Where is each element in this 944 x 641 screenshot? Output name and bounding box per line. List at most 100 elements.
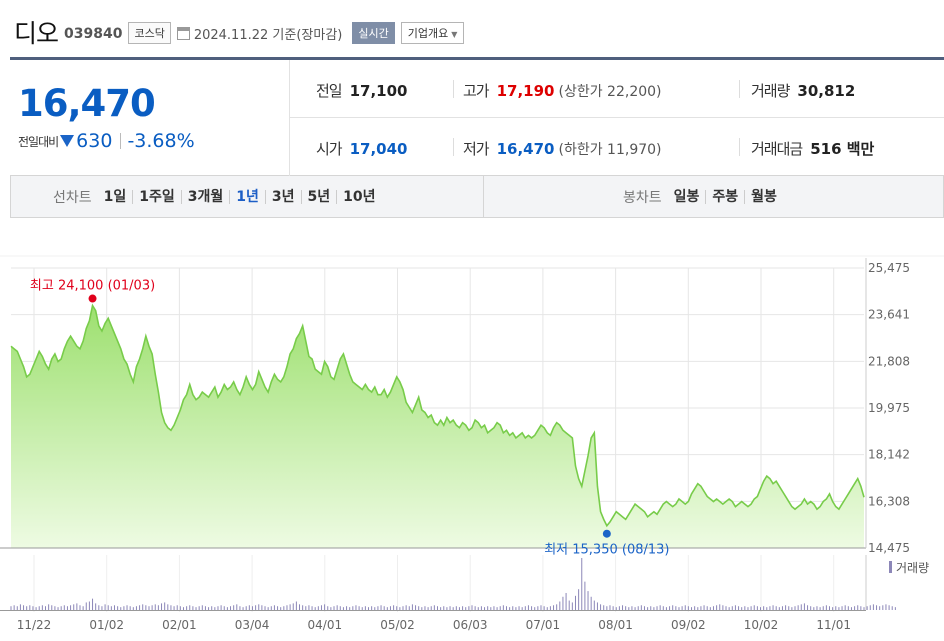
volume-bar — [725, 606, 727, 610]
volume-bar — [788, 606, 790, 610]
volume-bar — [722, 605, 724, 610]
volume-bar — [292, 603, 294, 610]
volume-bar — [866, 606, 868, 610]
period-1y[interactable]: 1년 — [230, 189, 266, 204]
quote-summary: 16,470 전일대비 630 -3.68% 전일 17,100 고가 17,1… — [10, 60, 944, 176]
volume-bar — [505, 606, 507, 610]
volume-bar — [650, 606, 652, 610]
volume-bar — [164, 602, 166, 610]
volume-bar — [593, 600, 595, 610]
volume-bar — [396, 606, 398, 610]
x-tick-label: 10/02 — [744, 618, 779, 632]
volume-bar — [587, 591, 589, 610]
volume-bar — [424, 606, 426, 610]
volume-bar — [772, 605, 774, 610]
price-line — [10, 303, 865, 528]
change-value: 630 — [76, 130, 113, 152]
min-annotation: 최저 15,350 (08/13) — [544, 543, 669, 558]
volume-bar — [452, 607, 454, 610]
calendar-icon — [176, 27, 190, 40]
volume-bar — [509, 607, 511, 610]
volume-bar — [750, 606, 752, 610]
x-tick-label: 08/01 — [598, 618, 633, 632]
volume-bar — [474, 606, 476, 610]
volume-bar — [368, 607, 370, 610]
volume-bar — [484, 607, 486, 610]
volume-bar — [104, 604, 106, 610]
volume-bar — [95, 603, 97, 610]
period-10y[interactable]: 10년 — [343, 188, 376, 205]
volume-bar — [888, 605, 890, 610]
volume-bar — [10, 606, 12, 610]
volume-bar — [41, 605, 43, 610]
volume-bar — [418, 606, 420, 610]
period-1w[interactable]: 1주일 — [133, 189, 182, 204]
volume-bar — [769, 606, 771, 610]
volume-bar — [157, 605, 159, 610]
candle-monthly[interactable]: 월봉 — [751, 189, 777, 205]
volume-bar — [139, 605, 141, 610]
volume-bar — [280, 607, 282, 610]
company-overview-button[interactable]: 기업개요 ▼ — [400, 22, 465, 44]
volume-bar — [440, 607, 442, 610]
volume-bar — [211, 606, 213, 610]
volume-bar — [615, 607, 617, 610]
volume-bar — [126, 605, 128, 610]
volume-bar — [92, 598, 94, 610]
volume-bar — [226, 607, 228, 610]
volume-bar — [289, 604, 291, 610]
change-percent: -3.68% — [127, 130, 195, 152]
volume-bar — [415, 605, 417, 610]
low-value: 16,470 — [496, 139, 555, 158]
y-tick-label: 21,808 — [868, 354, 910, 368]
volume-bar — [477, 607, 479, 610]
volume-bar — [45, 606, 46, 610]
volume-bar — [358, 606, 360, 610]
volume-bar — [709, 607, 711, 610]
volume-bar — [208, 607, 210, 610]
candle-weekly[interactable]: 주봉 — [706, 190, 746, 204]
candle-chart-group: 봉차트 일봉 주봉 월봉 — [623, 176, 783, 218]
candle-daily[interactable]: 일봉 — [668, 190, 707, 204]
volume-bar — [176, 605, 178, 610]
volume-bar — [480, 606, 482, 610]
x-tick-label: 03/04 — [235, 618, 270, 632]
x-tick-label: 07/01 — [526, 618, 561, 632]
volume-bar — [549, 606, 551, 610]
volume-bar — [85, 602, 87, 610]
period-3y[interactable]: 3년 — [266, 189, 302, 204]
volume-bar — [333, 606, 335, 610]
line-chart-label: 선차트 — [53, 189, 92, 206]
volume-bar — [681, 606, 683, 610]
volume-bar — [161, 603, 163, 610]
volume-bar — [643, 606, 645, 610]
volume-bar — [204, 606, 206, 610]
y-tick-label: 25,475 — [868, 261, 910, 275]
volume-bar — [766, 607, 768, 610]
top-rule — [10, 57, 944, 60]
volume-bar — [446, 607, 448, 610]
volume-label: 거래량 — [751, 82, 790, 100]
volume-bar — [311, 606, 313, 610]
volume-bar — [248, 605, 250, 610]
period-1d[interactable]: 1일 — [98, 189, 134, 204]
divider — [453, 138, 454, 156]
volume-bar — [13, 605, 15, 610]
down-arrow-icon — [60, 135, 75, 147]
volume-bar — [314, 607, 316, 610]
period-3m[interactable]: 3개월 — [182, 189, 231, 204]
volume-bar — [719, 604, 721, 610]
volume-bar — [659, 605, 661, 610]
volume-bar — [747, 607, 749, 610]
realtime-button[interactable]: 실시간 — [352, 22, 395, 44]
volume-bar — [618, 606, 620, 610]
volume-bar — [568, 600, 570, 610]
volume-bar — [813, 607, 815, 610]
volume-bar — [471, 605, 473, 610]
volume-bar — [389, 606, 391, 610]
period-5y[interactable]: 5년 — [302, 189, 338, 204]
volume-bar — [120, 607, 122, 610]
volume-bar — [847, 606, 849, 610]
amount-cell: 거래대금 516 백만 — [751, 138, 874, 159]
volume-bar — [716, 605, 718, 610]
